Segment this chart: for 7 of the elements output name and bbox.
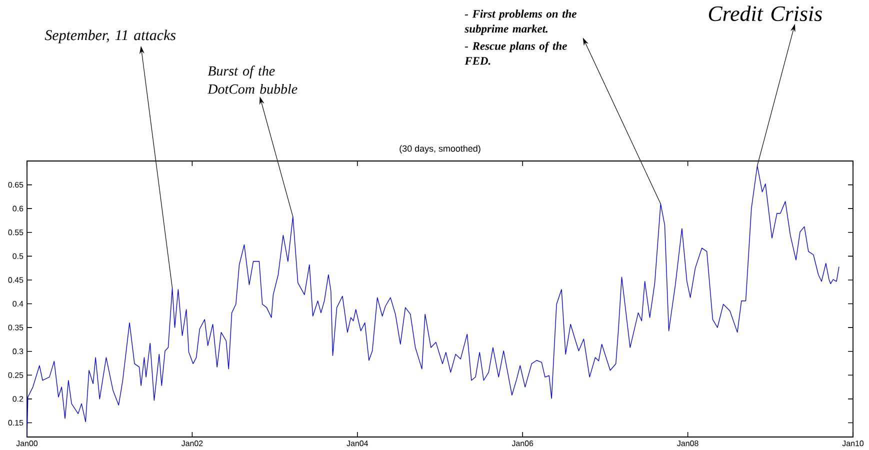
annotation: September, 11 attacks [44,30,176,44]
text: - Rescue plans of the FED. [464,42,567,65]
annotation: - First problems on the subprime market. [464,10,576,35]
annotation: Burst of the DotCom bubble [208,66,298,94]
chart-title: (30 days, smoothed) [400,145,480,154]
line-series [26,165,840,437]
annotation: Credit Crisis [708,6,822,22]
